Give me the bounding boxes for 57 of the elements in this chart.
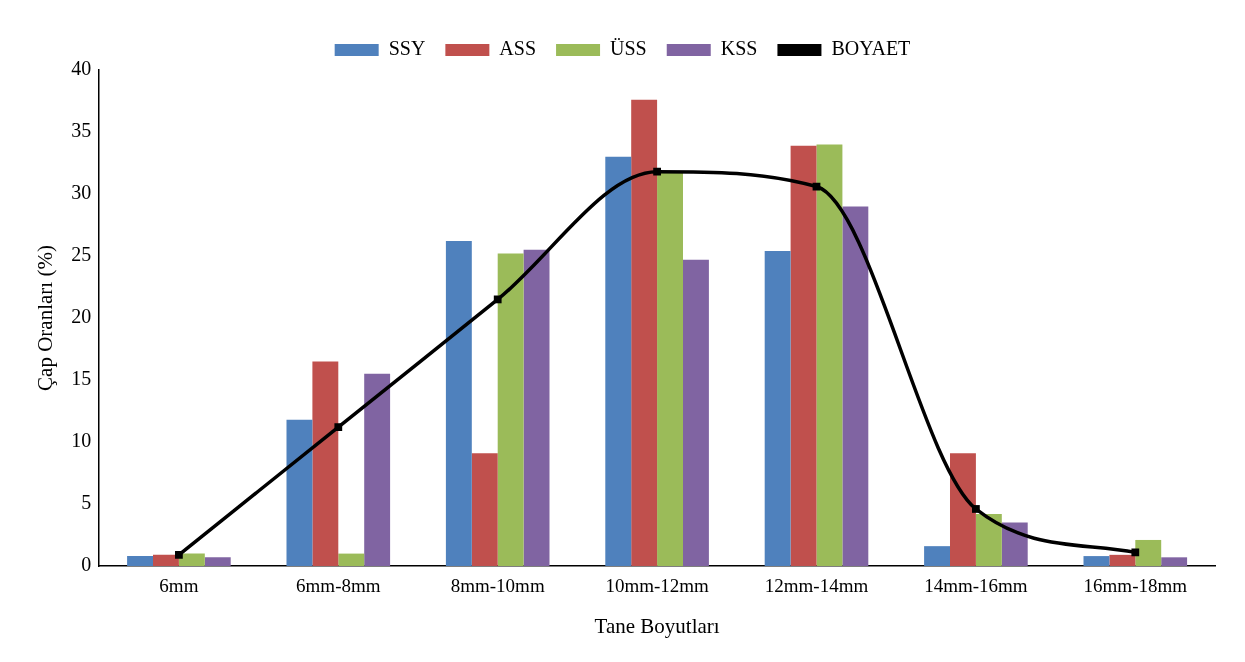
point: [653, 167, 661, 176]
point: [1131, 548, 1140, 557]
point: [175, 550, 183, 559]
y-tick-label: 25: [71, 243, 92, 266]
bar: [631, 99, 658, 566]
y-tick-label: 0: [81, 553, 92, 576]
bar: [975, 513, 1002, 566]
bar: [790, 145, 817, 566]
legend-label: ÜSS: [610, 37, 647, 60]
bar: [178, 553, 205, 566]
y-tick-label: 35: [71, 119, 92, 142]
bar: [1083, 556, 1110, 566]
bar: [523, 249, 550, 566]
point: [493, 295, 502, 304]
x-tick-label: 10mm-12mm: [605, 575, 710, 597]
bar: [338, 553, 365, 566]
legend-label: ASS: [499, 37, 537, 60]
y-tick-label: 30: [71, 181, 92, 204]
point: [972, 505, 980, 513]
bar: [816, 144, 843, 566]
y-tick-label: 40: [71, 57, 92, 80]
bar: [950, 453, 976, 566]
bar: [445, 241, 472, 566]
bar: [471, 453, 498, 566]
x-tick-label: 16mm-18mm: [1083, 575, 1188, 597]
bar: [764, 251, 791, 566]
x-tick-label: 14mm-16mm: [924, 575, 1028, 597]
bar: [312, 361, 339, 566]
y-axis-title: Çap Oranları (%): [33, 245, 58, 391]
bar: [364, 373, 391, 566]
bar: [286, 419, 313, 566]
point: [334, 423, 343, 432]
bar: [924, 546, 950, 566]
x-tick-label: 6mm: [159, 575, 199, 597]
bar: [1161, 557, 1188, 566]
bar: [127, 556, 153, 566]
bar: [1001, 522, 1028, 566]
y-tick-label: 10: [71, 429, 92, 452]
bar: [1109, 554, 1136, 566]
x-axis-title: Tane Boyutları: [594, 613, 720, 638]
legend-label: BOYAET: [831, 37, 911, 60]
y-tick-label: 20: [71, 305, 92, 328]
bar: [605, 156, 632, 566]
legend-label: SSY: [388, 37, 426, 60]
bar: [657, 171, 683, 566]
y-tick-label: 15: [71, 367, 92, 390]
bar: [683, 259, 709, 566]
x-tick-label: 6mm-8mm: [296, 575, 381, 597]
bar: [153, 554, 179, 566]
x-tick-label: 8mm-10mm: [450, 575, 545, 597]
bar: [497, 253, 524, 566]
bar: [842, 206, 869, 566]
x-tick-label: 12mm-14mm: [764, 575, 869, 597]
bar: [1135, 539, 1162, 566]
legend-label: KSS: [720, 37, 758, 60]
y-tick-label: 5: [81, 491, 92, 514]
bar: [204, 557, 231, 566]
